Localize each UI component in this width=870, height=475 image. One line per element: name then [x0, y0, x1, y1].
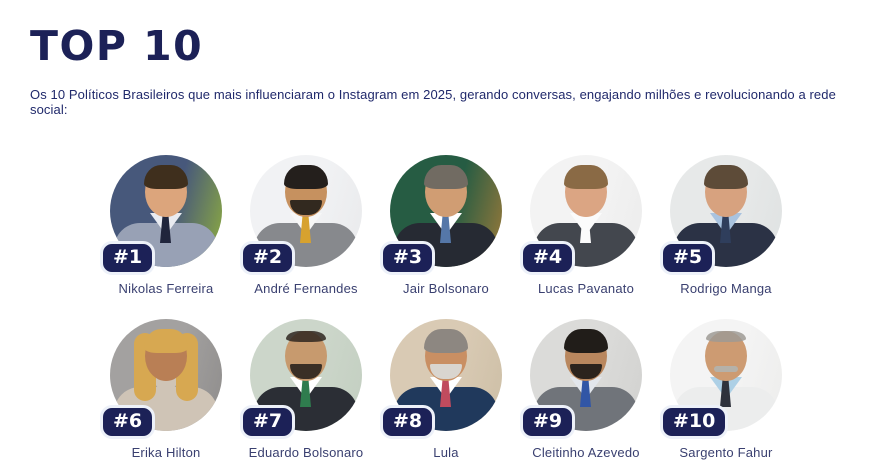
rank-badge: #6: [100, 405, 156, 439]
avatar-hair: [564, 329, 608, 353]
avatar: [530, 319, 642, 431]
avatar-tie: [160, 377, 171, 407]
person-card: #7 Eduardo Bolsonaro: [240, 319, 364, 461]
person-card: #1 Nikolas Ferreira: [100, 155, 222, 297]
avatar-hair: [564, 165, 608, 189]
rank-badge: #4: [520, 241, 576, 275]
avatar-tie: [720, 213, 731, 243]
avatar-facial-hair: [714, 366, 738, 372]
page-header: TOP 10 Os 10 Políticos Brasileiros que m…: [0, 0, 870, 118]
avatar-hair: [706, 331, 746, 342]
avatar-hair: [424, 165, 468, 189]
rank-badge: #1: [100, 241, 156, 275]
profile-photo: #3: [380, 155, 502, 275]
avatar-facial-hair: [290, 364, 322, 379]
avatar-tie: [720, 377, 731, 407]
rank-badge: #9: [520, 405, 576, 439]
person-card: #3 Jair Bolsonaro: [380, 155, 502, 297]
top10-grid: #1 Nikolas Ferreira #2 André Fernandes: [0, 155, 870, 461]
rank-badge: #5: [660, 241, 716, 275]
person-name: Jair Bolsonaro: [403, 281, 489, 296]
person-card: #6 Erika Hilton: [100, 319, 222, 461]
profile-photo: #5: [660, 155, 782, 275]
profile-photo: #2: [240, 155, 362, 275]
person-name: Lucas Pavanato: [537, 281, 635, 296]
avatar-tie: [160, 213, 171, 243]
grid-row-1: #1 Nikolas Ferreira #2 André Fernandes: [100, 155, 782, 297]
profile-photo: #7: [240, 319, 362, 439]
avatar-tie: [300, 213, 311, 243]
avatar-hair: [144, 329, 188, 353]
avatar-tie: [580, 213, 591, 243]
avatar-tie: [440, 377, 451, 407]
rank-badge: #7: [240, 405, 296, 439]
grid-row-2: #6 Erika Hilton #7 Eduardo Bolsonaro: [100, 319, 782, 461]
person-card: #10 Sargento Fahur: [660, 319, 782, 461]
avatar: [390, 155, 502, 267]
page-subtitle: Os 10 Políticos Brasileiros que mais inf…: [30, 87, 836, 117]
avatar-hair: [286, 331, 326, 342]
avatar-hair: [424, 329, 468, 353]
avatar-tie: [300, 377, 311, 407]
person-name: Erika Hilton: [131, 445, 201, 460]
avatar-tie: [580, 377, 591, 407]
page-title: TOP 10: [30, 22, 204, 70]
avatar: [670, 319, 782, 431]
person-name: Sargento Fahur: [679, 445, 773, 460]
person-card: #4 Lucas Pavanato: [520, 155, 642, 297]
profile-photo: #9: [520, 319, 642, 439]
person-name: Rodrigo Manga: [680, 281, 772, 296]
person-card: #9 Cleitinho Azevedo: [520, 319, 642, 461]
profile-photo: #6: [100, 319, 222, 439]
avatar-hair: [144, 165, 188, 189]
person-card: #2 André Fernandes: [240, 155, 362, 297]
person-card: #8 Lula: [380, 319, 502, 461]
rank-badge: #2: [240, 241, 296, 275]
person-name: Lula: [433, 445, 459, 460]
avatar-facial-hair: [430, 364, 462, 379]
rank-badge: #3: [380, 241, 436, 275]
profile-photo: #10: [660, 319, 782, 439]
person-name: Eduardo Bolsonaro: [248, 445, 364, 460]
person-card: #5 Rodrigo Manga: [660, 155, 782, 297]
profile-photo: #4: [520, 155, 642, 275]
person-name: Cleitinho Azevedo: [532, 445, 640, 460]
avatar-tie: [440, 213, 451, 243]
avatar-hair: [284, 165, 328, 189]
avatar-facial-hair: [290, 200, 322, 215]
avatar: [670, 155, 782, 267]
avatar-hair: [704, 165, 748, 189]
profile-photo: #1: [100, 155, 222, 275]
person-name: André Fernandes: [254, 281, 358, 296]
rank-badge: #8: [380, 405, 436, 439]
avatar-facial-hair: [570, 364, 602, 379]
person-name: Nikolas Ferreira: [118, 281, 214, 296]
rank-badge: #10: [660, 405, 729, 439]
profile-photo: #8: [380, 319, 502, 439]
